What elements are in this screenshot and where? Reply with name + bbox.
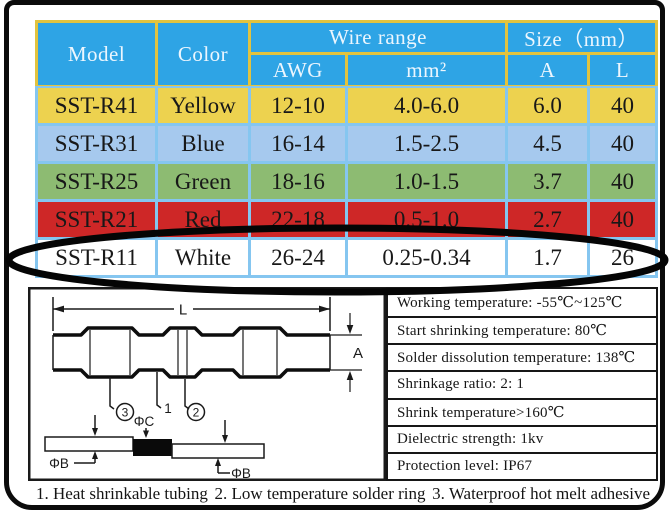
- wire-left: [44, 436, 134, 452]
- table-cell-mm2: 1.0-1.5: [348, 164, 505, 199]
- legend-caption: 1. Heat shrinkable tubing 2. Low tempera…: [28, 481, 660, 507]
- legend-item-heat-shrinkable-tubing: 1. Heat shrinkable tubing: [36, 484, 208, 503]
- header-l: L: [590, 55, 655, 85]
- header-a: A: [508, 55, 587, 85]
- model-table: Model Color Wire range Size（mm） AWG mm² …: [35, 20, 658, 278]
- legend-item-solder-ring: 2. Low temperature solder ring: [214, 484, 426, 503]
- table-cell-model: SST-R21: [38, 202, 155, 237]
- table-cell-a: 6.0: [508, 88, 587, 123]
- table-cell-color: Red: [158, 202, 248, 237]
- header-color: Color: [158, 23, 248, 85]
- dimension-height: A: [330, 313, 363, 392]
- spec-row-working-temperature: Working temperature: -55℃~125℃: [397, 295, 623, 312]
- table-cell-awg: 12-10: [251, 88, 345, 123]
- wire-splice-view: ΦC ΦB ΦB: [44, 414, 265, 481]
- header-wire-range: Wire range: [251, 23, 505, 52]
- wire-dia-label-left: ΦB: [49, 456, 69, 471]
- table-cell-model: SST-R11: [38, 240, 155, 275]
- table-cell-color: White: [158, 240, 248, 275]
- table-cell-mm2: 0.5-1.0: [348, 202, 505, 237]
- table-cell-a: 3.7: [508, 164, 587, 199]
- spec-row-shrinkage-ratio: Shrinkage ratio: 2: 1: [388, 370, 656, 397]
- table-cell-mm2: 4.0-6.0: [348, 88, 505, 123]
- part-3-label: 3: [122, 406, 129, 420]
- table-cell-l: 40: [590, 88, 655, 123]
- connector-diagram: L A 3 1 2: [28, 287, 386, 481]
- legend-item-hot-melt-adhesive: 3. Waterproof hot melt adhesive: [432, 484, 650, 503]
- table-cell-color: Yellow: [158, 88, 248, 123]
- spec-row-start-shrinking-temperature: Start shrinking temperature: 80℃: [388, 316, 656, 343]
- wire-dia-label-right: ΦB: [231, 466, 251, 481]
- table-cell-l: 40: [590, 126, 655, 161]
- table-cell-l: 40: [590, 164, 655, 199]
- spec-row-solder-dissolution-temperature: Solder dissolution temperature: 138℃: [388, 343, 656, 370]
- dimension-height-label: A: [353, 345, 363, 362]
- dimension-length-label: L: [179, 302, 187, 319]
- wire-right: [171, 443, 265, 459]
- table-cell-a: 2.7: [508, 202, 587, 237]
- table-cell-mm2: 0.25-0.34: [348, 240, 505, 275]
- table-cell-color: Blue: [158, 126, 248, 161]
- table-cell-l: 26: [590, 240, 655, 275]
- table-cell-a: 1.7: [508, 240, 587, 275]
- table-cell-mm2: 1.5-2.5: [348, 126, 505, 161]
- table-cell-model: SST-R25: [38, 164, 155, 199]
- table-cell-awg: 18-16: [251, 164, 345, 199]
- spec-row-protection-level: Protection level: IP67: [388, 451, 656, 479]
- solder-joint: [133, 439, 172, 456]
- table-cell-l: 40: [590, 202, 655, 237]
- dimension-length: L: [52, 297, 331, 331]
- table-cell-awg: 16-14: [251, 126, 345, 161]
- spec-table: Working temperature: -55℃~125℃ Start shr…: [386, 287, 658, 481]
- part-callouts: 3 1 2: [109, 372, 206, 422]
- connector-body: [52, 326, 331, 379]
- part-2-circle: [186, 402, 206, 422]
- spec-row-dielectric-strength: Dielectric strength: 1kv: [388, 424, 656, 452]
- table-cell-awg: 22-18: [251, 202, 345, 237]
- table-cell-model: SST-R41: [38, 88, 155, 123]
- header-size: Size（mm）: [508, 23, 655, 52]
- table-cell-awg: 26-24: [251, 240, 345, 275]
- header-mm2: mm²: [348, 55, 505, 85]
- part-2-label: 2: [193, 406, 200, 420]
- part-3-circle: [115, 402, 135, 422]
- table-cell-a: 4.5: [508, 126, 587, 161]
- table-cell-color: Green: [158, 164, 248, 199]
- header-awg: AWG: [251, 55, 345, 85]
- solder-dia-label: ΦC: [134, 414, 155, 429]
- spec-row-shrink-temperature: Shrink temperature>160℃: [388, 397, 656, 425]
- part-1-label: 1: [164, 401, 172, 416]
- table-cell-model: SST-R31: [38, 126, 155, 161]
- header-model: Model: [38, 23, 155, 85]
